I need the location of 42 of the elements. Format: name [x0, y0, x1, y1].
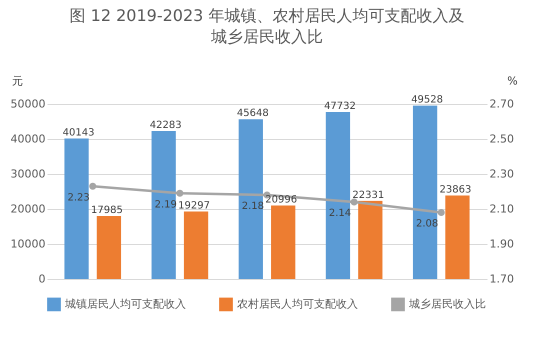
data-label: 20996: [265, 194, 298, 206]
bar: [96, 216, 122, 279]
bar: [358, 200, 382, 279]
bar: [238, 119, 263, 279]
bar: [445, 195, 470, 279]
legend-label: 农村居民人均可支配收入: [237, 297, 358, 310]
data-label: 40143: [62, 128, 94, 138]
y-tick-label: 10000: [10, 238, 46, 250]
bar: [64, 138, 89, 279]
point: [438, 208, 445, 216]
data-label: 47732: [324, 100, 356, 112]
bar: [184, 211, 208, 279]
legend-label: 城镇居民人均可支配收入: [64, 297, 186, 310]
y-tick-label: 20000: [10, 202, 46, 216]
point: [350, 198, 358, 206]
legend-label: 城乡居民收入比: [408, 297, 486, 310]
point: [176, 190, 184, 197]
data-label: 22331: [352, 190, 384, 201]
chart-title: 图 12 2019-2023 年城镇、农村居民人均可支配收入及城乡居民收入比: [70, 6, 464, 46]
point: [89, 182, 96, 190]
bar: [271, 206, 296, 279]
y2-axis-title: %: [507, 74, 518, 88]
y-tick-label: 30000: [10, 168, 46, 180]
data-label: 45648: [236, 108, 269, 120]
y2-tick-label: 2.50: [490, 132, 514, 146]
y-axis-title: 元: [12, 74, 23, 88]
y2-tick-label: 1.70: [490, 272, 514, 286]
y2-tick-label: 2.10: [490, 202, 514, 216]
data-label: 17985: [90, 205, 123, 216]
data-label: 49528: [411, 94, 444, 106]
y-tick-label: 40000: [10, 132, 46, 146]
bar: [326, 112, 350, 279]
data-label: 19297: [178, 200, 210, 212]
bar: [152, 131, 176, 279]
y-tick-label: 50000: [10, 98, 46, 110]
bar: [412, 106, 438, 279]
y2-tick-label: 2.30: [490, 168, 514, 180]
data-label: 23863: [440, 184, 472, 196]
y-tick-label: 0: [38, 272, 46, 286]
data-label: 42283: [150, 120, 182, 132]
y2-tick-label: 1.90: [490, 238, 514, 250]
y2-tick-label: 2.70: [490, 98, 514, 110]
